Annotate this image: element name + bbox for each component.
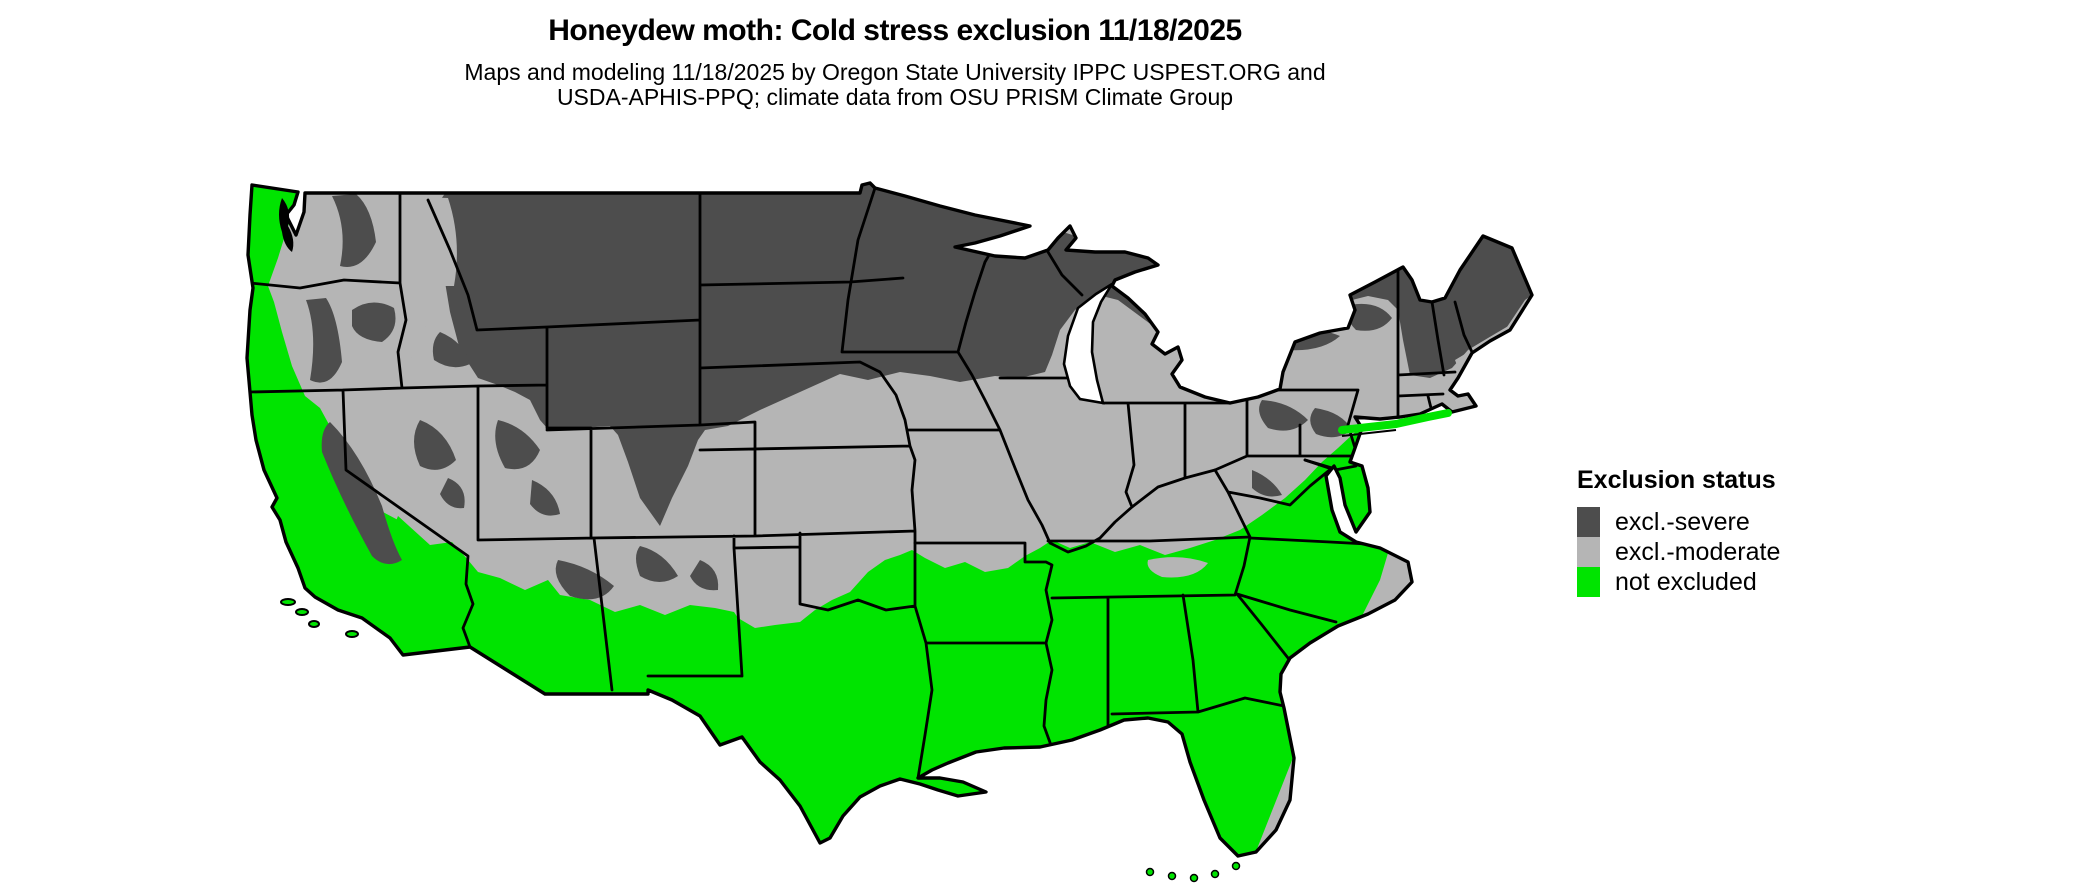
legend-swatch-moderate bbox=[1577, 537, 1600, 567]
long-island-outline bbox=[1341, 429, 1397, 437]
legend-label-moderate: excl.-moderate bbox=[1615, 538, 1781, 566]
state-borders-midwest bbox=[840, 186, 1372, 554]
severe-region bbox=[437, 183, 1532, 526]
subtitle-line-1: Maps and modeling 11/18/2025 by Oregon S… bbox=[464, 59, 1326, 85]
subtitle-line-2: USDA-APHIS-PPQ; climate data from OSU PR… bbox=[556, 84, 1234, 110]
conus-outline bbox=[245, 181, 1534, 858]
lake-michigan bbox=[1062, 282, 1114, 405]
moderate-patch-east-tn bbox=[1147, 557, 1208, 578]
legend: Exclusion status excl.-severe excl.-mode… bbox=[1577, 466, 1780, 597]
puget-sound bbox=[279, 198, 294, 252]
channel-islands bbox=[280, 598, 359, 638]
legend-label-severe: excl.-severe bbox=[1615, 508, 1750, 536]
map-title-text: Honeydew moth: Cold stress exclusion 11/… bbox=[548, 14, 1242, 47]
page-title: Honeydew moth: Cold stress exclusion 11/… bbox=[240, 14, 1550, 48]
state-borders-south bbox=[913, 458, 1406, 770]
not-excluded-region-coast bbox=[247, 183, 455, 655]
legend-swatch-not-excluded bbox=[1577, 567, 1600, 597]
state-borders-northeast bbox=[1396, 268, 1474, 419]
florida-keys bbox=[1145, 861, 1241, 883]
legend-title: Exclusion status bbox=[1577, 466, 1776, 494]
map-subtitle: Maps and modeling 11/18/2025 by Oregon S… bbox=[240, 60, 1550, 110]
legend-swatch-severe bbox=[1577, 507, 1600, 537]
legend-swatches bbox=[1577, 507, 1600, 597]
legend-label-not-excluded: not excluded bbox=[1615, 568, 1757, 596]
severe-patches bbox=[306, 194, 1392, 600]
long-island-coast-strip bbox=[1338, 409, 1452, 434]
